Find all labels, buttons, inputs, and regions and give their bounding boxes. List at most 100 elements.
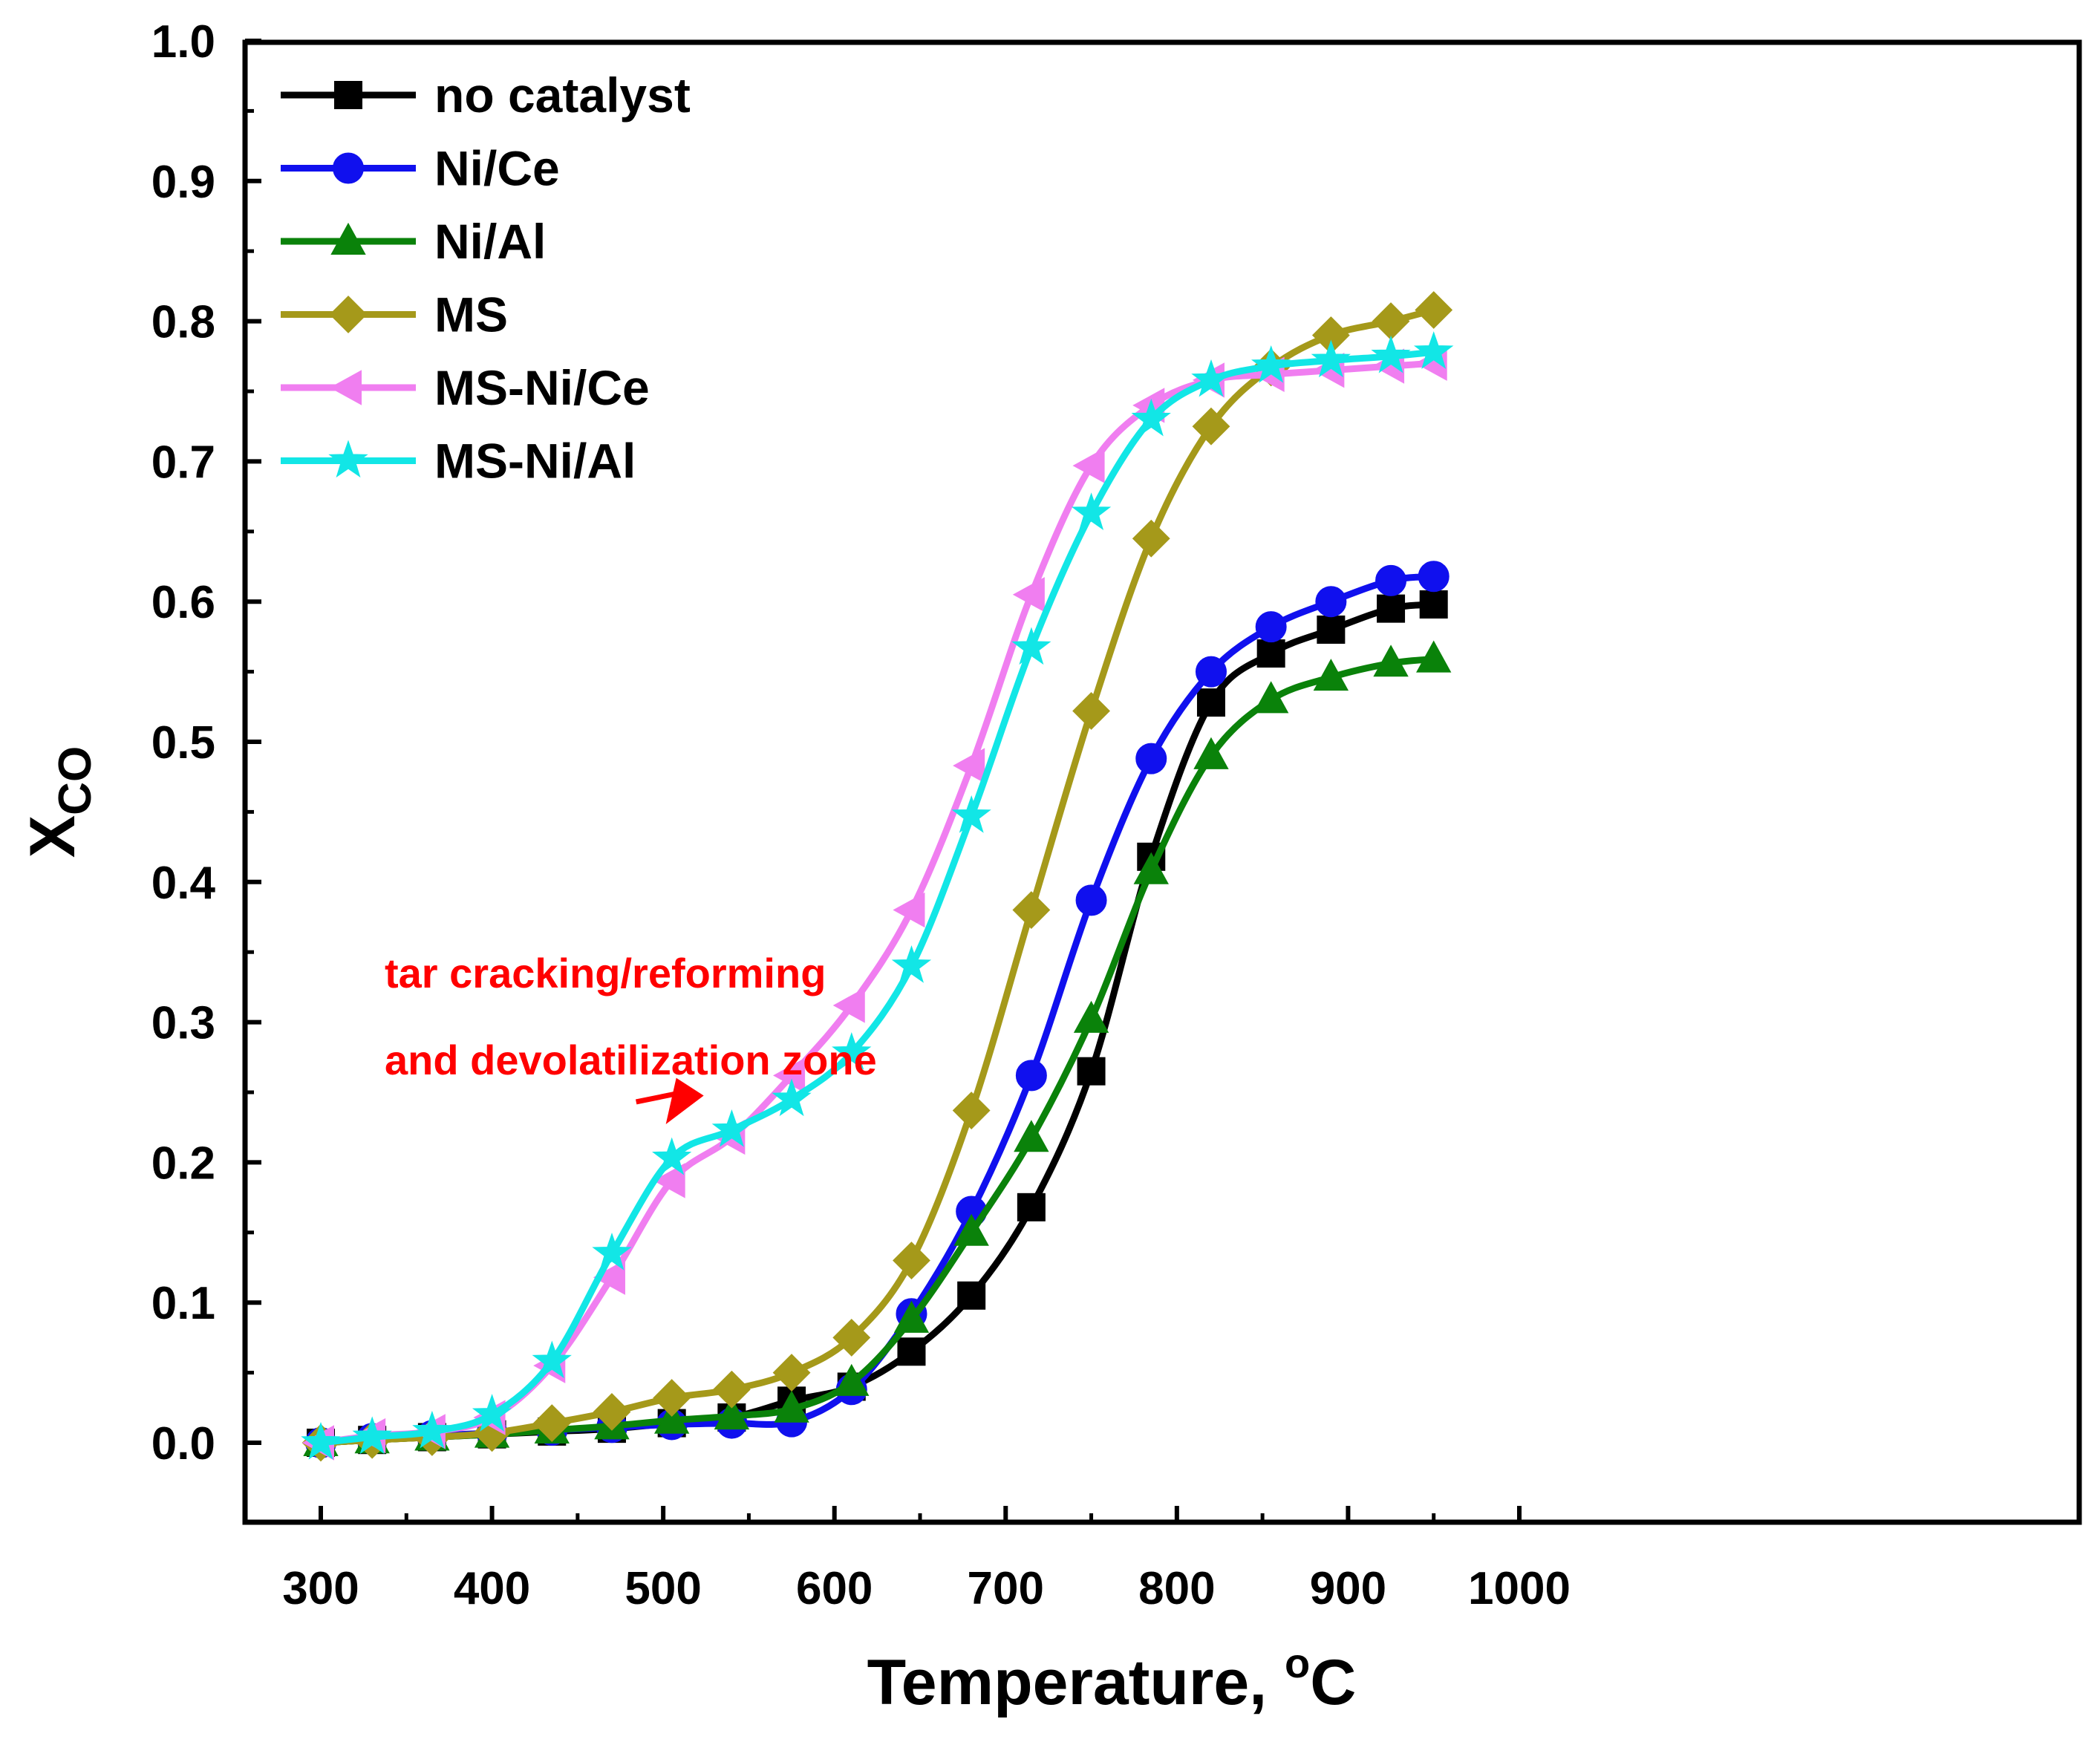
y-tick-label: 0.8 (151, 297, 215, 348)
data-point (893, 1242, 930, 1279)
data-point (712, 1370, 751, 1409)
data-point (472, 1394, 512, 1432)
x-tick-label: 900 (1310, 1563, 1386, 1614)
y-axis-title-subscript: CO (50, 746, 101, 815)
data-point (1317, 615, 1346, 644)
x-axis-title: Temperature, oC (867, 1640, 1357, 1718)
data-point (1373, 645, 1409, 677)
legend-label: MS-Ni/Ce (434, 360, 650, 415)
data-point (1251, 345, 1291, 383)
data-point (1011, 627, 1051, 665)
y-tick-label: 0.4 (151, 858, 216, 909)
data-point (1015, 1060, 1047, 1092)
legend-item: no catalyst (281, 68, 691, 123)
series-layer (301, 291, 1454, 1462)
data-point (1071, 492, 1112, 530)
legend-item: Ni/Ce (281, 141, 560, 196)
y-axis-title: XCO (17, 746, 101, 858)
legend-item: MS-Ni/Ce (281, 360, 650, 415)
data-point (412, 1410, 452, 1449)
annotation-line-1: tar cracking/reforming (385, 950, 826, 996)
x-tick-label: 700 (968, 1563, 1044, 1614)
data-point (952, 1092, 991, 1129)
legend-item: Ni/Al (281, 214, 546, 269)
data-point (1255, 611, 1287, 643)
series-ms (301, 291, 1453, 1462)
y-tick-label: 0.2 (151, 1138, 215, 1189)
data-point (1017, 1193, 1046, 1221)
data-point (352, 1416, 392, 1455)
data-point (592, 1233, 632, 1270)
x-tick-label: 600 (796, 1563, 873, 1614)
data-point (1193, 737, 1229, 769)
y-tick-label: 1.0 (151, 16, 215, 68)
data-point (893, 892, 925, 928)
data-point (834, 1363, 870, 1396)
axis-ticks: 300 400 500 600 700 800 900 1000 0.0 0.1 0.2 0.3 0.4… (151, 16, 1571, 1614)
legend-swatch-marker (329, 296, 368, 333)
data-point (1012, 891, 1051, 929)
legend: no catalyst Ni/Ce Ni/Al MS MS-Ni/Ce MS-Ni/Al (281, 68, 691, 489)
data-point (772, 1078, 812, 1117)
data-point (1416, 640, 1452, 673)
data-point (957, 1281, 986, 1310)
annotation-arrowhead (665, 1077, 704, 1124)
data-point (1132, 519, 1170, 558)
data-point (1414, 331, 1454, 369)
data-point (593, 1393, 631, 1431)
legend-label: Ni/Al (434, 214, 546, 269)
annotation-line-2: and devolatilization zone (385, 1037, 877, 1083)
data-point (832, 988, 865, 1023)
legend-swatch-marker (330, 222, 366, 255)
legend-item: MS-Ni/Al (281, 434, 636, 489)
y-tick-label: 0.1 (151, 1278, 215, 1329)
data-point (1313, 659, 1349, 691)
data-point (532, 1340, 572, 1379)
data-point (532, 1404, 571, 1442)
data-point (714, 1397, 750, 1430)
data-point (653, 1163, 685, 1198)
data-point (897, 1337, 926, 1366)
data-point (1014, 1120, 1049, 1152)
data-point (951, 795, 991, 833)
data-point (832, 1318, 871, 1357)
y-tick-label: 0.6 (151, 577, 215, 628)
data-point (1073, 1000, 1109, 1033)
data-point (1192, 407, 1230, 446)
data-point (1311, 339, 1351, 378)
y-tick-label: 0.5 (151, 717, 215, 769)
data-point (832, 1032, 872, 1070)
data-point (653, 1379, 691, 1417)
data-point (1377, 594, 1406, 623)
data-point (1191, 359, 1231, 397)
y-tick-label: 0.9 (151, 157, 215, 208)
data-point (1196, 688, 1225, 717)
data-point (1415, 291, 1453, 329)
data-point (1375, 564, 1407, 596)
legend-label: no catalyst (434, 68, 691, 123)
data-point (772, 1057, 806, 1094)
data-point (653, 1401, 690, 1434)
data-point (1315, 586, 1347, 618)
legend-label: MS (434, 287, 508, 342)
data-point (774, 1390, 809, 1423)
data-point (1075, 884, 1107, 916)
data-point (893, 1300, 930, 1333)
legend-swatch-marker (333, 152, 364, 184)
legend-swatch-marker (329, 370, 362, 405)
data-point (891, 945, 932, 983)
y-tick-label: 0.0 (151, 1418, 215, 1469)
data-point (1072, 692, 1110, 730)
data-point (1256, 639, 1285, 668)
x-tick-label: 800 (1138, 1563, 1215, 1614)
data-point (1077, 1057, 1106, 1086)
legend-label: MS-Ni/Al (434, 434, 636, 489)
x-axis-title-degree: o (1285, 1640, 1310, 1686)
x-axis-title-text: Temperature, (867, 1647, 1285, 1718)
plot-frame (242, 39, 2082, 1525)
y-tick-label: 0.3 (151, 998, 215, 1049)
annotation: tar cracking/reforming and devolatilizat… (385, 950, 877, 1124)
